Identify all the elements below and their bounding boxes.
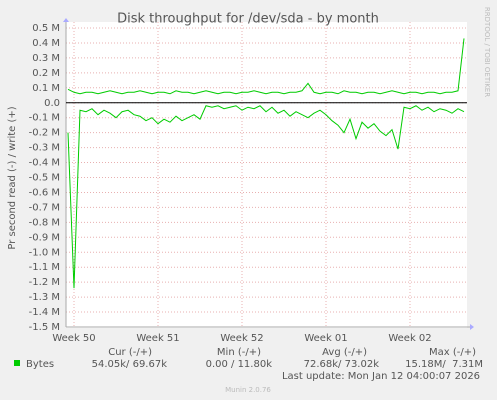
y-tick-label: -1.5 M	[29, 322, 60, 333]
legend-value: 72.68k/ 73.02k	[304, 359, 380, 370]
y-tick-label: 0.0	[44, 98, 60, 109]
y-tick-label: -1.3 M	[29, 292, 60, 303]
legend-column: Max (-/+)	[429, 347, 476, 358]
y-tick-label: -0.5 M	[29, 173, 60, 184]
legend-value: 54.05k/ 69.67k	[92, 359, 168, 370]
y-tick-label: 0.4 M	[32, 38, 60, 49]
y-tick-label: -1.4 M	[29, 307, 60, 318]
legend-value: 0.00 / 11.80k	[206, 359, 273, 370]
last-update: Last update: Mon Jan 12 04:00:07 2026	[282, 371, 480, 382]
footer: Munin 2.0.76	[225, 386, 271, 394]
y-tick-label: -0.9 M	[29, 232, 60, 243]
y-tick-label: -1.1 M	[29, 262, 60, 273]
y-tick-label: -0.3 M	[29, 143, 60, 154]
y-tick-label: -1.0 M	[29, 247, 60, 258]
y-tick-label: -1.2 M	[29, 277, 60, 288]
chart-title: Disk throughput for /dev/sda - by month	[117, 12, 379, 27]
y-tick-label: -0.2 M	[29, 128, 60, 139]
y-tick-label: -0.6 M	[29, 187, 60, 198]
axis-arrow	[63, 18, 69, 22]
series-line	[67, 105, 465, 289]
x-tick-label: Week 50	[52, 333, 95, 344]
y-tick-label: 0.2 M	[32, 68, 60, 79]
y-tick-label: 0.3 M	[32, 53, 60, 64]
y-tick-label: -0.1 M	[29, 113, 60, 124]
x-tick-label: Week 01	[304, 333, 347, 344]
legend-column: Cur (-/+)	[108, 347, 152, 358]
legend-label: Bytes	[26, 359, 54, 370]
x-tick-label: Week 52	[220, 333, 263, 344]
x-tick-label: Week 02	[388, 333, 431, 344]
series-line	[67, 38, 465, 95]
y-tick-label: -0.4 M	[29, 158, 60, 169]
y-tick-label: 0.5 M	[32, 23, 60, 34]
y-tick-label: -0.7 M	[29, 202, 60, 213]
legend-column: Avg (-/+)	[322, 347, 367, 358]
axis-arrow	[470, 324, 474, 330]
y-tick-label: 0.1 M	[32, 83, 60, 94]
side-text: RRDTOOL / TOBI OETIKER	[483, 7, 491, 97]
legend-swatch	[14, 360, 20, 366]
x-tick-label: Week 51	[136, 333, 179, 344]
legend-value: 15.18M/ 7.31M	[405, 359, 483, 370]
y-axis-label: Pr second read (-) / write (+)	[7, 106, 18, 249]
legend-column: Min (-/+)	[217, 347, 261, 358]
y-tick-label: -0.8 M	[29, 217, 60, 228]
